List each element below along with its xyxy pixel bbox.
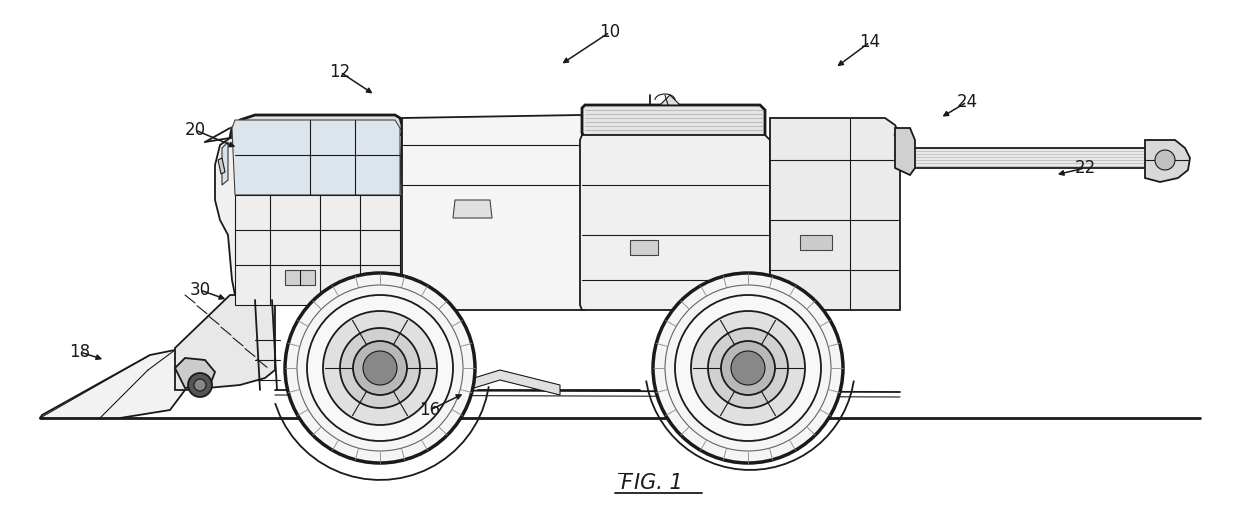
Text: IG. 1: IG. 1 [634,473,683,493]
Polygon shape [235,195,400,305]
Circle shape [188,373,212,397]
Circle shape [339,328,420,408]
Text: 14: 14 [860,33,881,51]
Polygon shape [898,148,1150,168]
Text: 12: 12 [330,63,351,81]
Polygon shape [232,120,400,195]
Polygon shape [435,370,560,400]
Polygon shape [222,142,228,185]
Text: 20: 20 [185,121,206,139]
Circle shape [721,341,776,395]
Circle shape [1155,150,1175,170]
Polygon shape [401,115,585,310]
Polygon shape [1145,140,1189,182]
Polygon shape [400,360,440,370]
Polygon shape [629,240,658,255]
Polygon shape [769,118,900,310]
Circle shape [195,379,206,391]
Polygon shape [685,380,803,400]
Circle shape [653,273,843,463]
Polygon shape [218,158,225,174]
Circle shape [323,311,437,425]
Circle shape [285,273,475,463]
Polygon shape [325,380,435,400]
Text: 24: 24 [957,93,978,111]
Polygon shape [895,128,914,175]
Circle shape [707,328,788,408]
Polygon shape [175,295,275,390]
Polygon shape [800,235,833,250]
Circle shape [691,311,805,425]
Polygon shape [216,135,401,305]
Circle shape [675,295,821,441]
Polygon shape [285,270,315,285]
Text: 10: 10 [600,23,621,41]
Text: 18: 18 [69,343,90,361]
Polygon shape [580,135,769,310]
Text: 30: 30 [190,281,211,299]
Circle shape [363,351,396,385]
Circle shape [731,351,764,385]
Text: 16: 16 [420,401,441,419]
Circle shape [307,295,453,441]
Circle shape [353,341,406,395]
Text: 22: 22 [1074,159,1095,177]
Polygon shape [660,95,680,105]
Polygon shape [230,115,401,138]
Polygon shape [582,105,764,138]
Polygon shape [453,200,492,218]
Polygon shape [40,350,185,418]
Text: F: F [620,473,632,493]
Polygon shape [175,358,216,388]
